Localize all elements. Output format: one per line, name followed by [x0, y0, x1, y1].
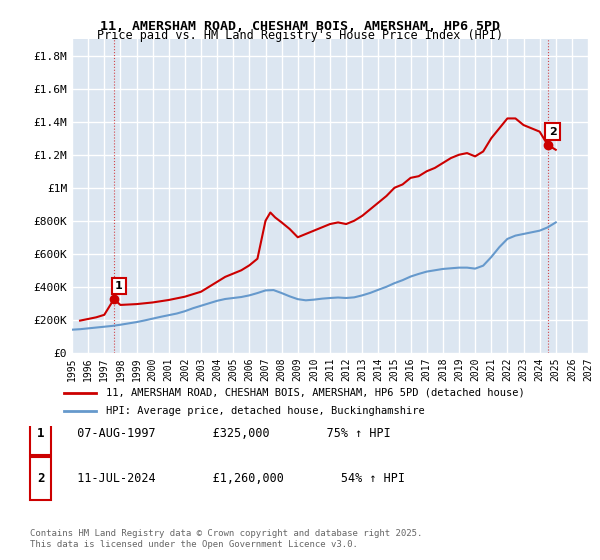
Text: HPI: Average price, detached house, Buckinghamshire: HPI: Average price, detached house, Buck… [106, 406, 425, 416]
FancyBboxPatch shape [30, 457, 51, 500]
FancyBboxPatch shape [30, 412, 51, 455]
Text: 11-JUL-2024        £1,260,000        54% ↑ HPI: 11-JUL-2024 £1,260,000 54% ↑ HPI [63, 472, 405, 485]
Text: 11, AMERSHAM ROAD, CHESHAM BOIS, AMERSHAM, HP6 5PD (detached house): 11, AMERSHAM ROAD, CHESHAM BOIS, AMERSHA… [106, 388, 525, 398]
Text: 11, AMERSHAM ROAD, CHESHAM BOIS, AMERSHAM, HP6 5PD: 11, AMERSHAM ROAD, CHESHAM BOIS, AMERSHA… [100, 20, 500, 32]
Text: 1: 1 [115, 281, 122, 291]
Text: 07-AUG-1997        £325,000        75% ↑ HPI: 07-AUG-1997 £325,000 75% ↑ HPI [63, 427, 391, 440]
Text: 2: 2 [37, 472, 44, 485]
Text: Contains HM Land Registry data © Crown copyright and database right 2025.
This d: Contains HM Land Registry data © Crown c… [30, 529, 422, 549]
Text: 1: 1 [37, 427, 44, 440]
Text: 2: 2 [548, 127, 556, 137]
Text: Price paid vs. HM Land Registry's House Price Index (HPI): Price paid vs. HM Land Registry's House … [97, 29, 503, 42]
